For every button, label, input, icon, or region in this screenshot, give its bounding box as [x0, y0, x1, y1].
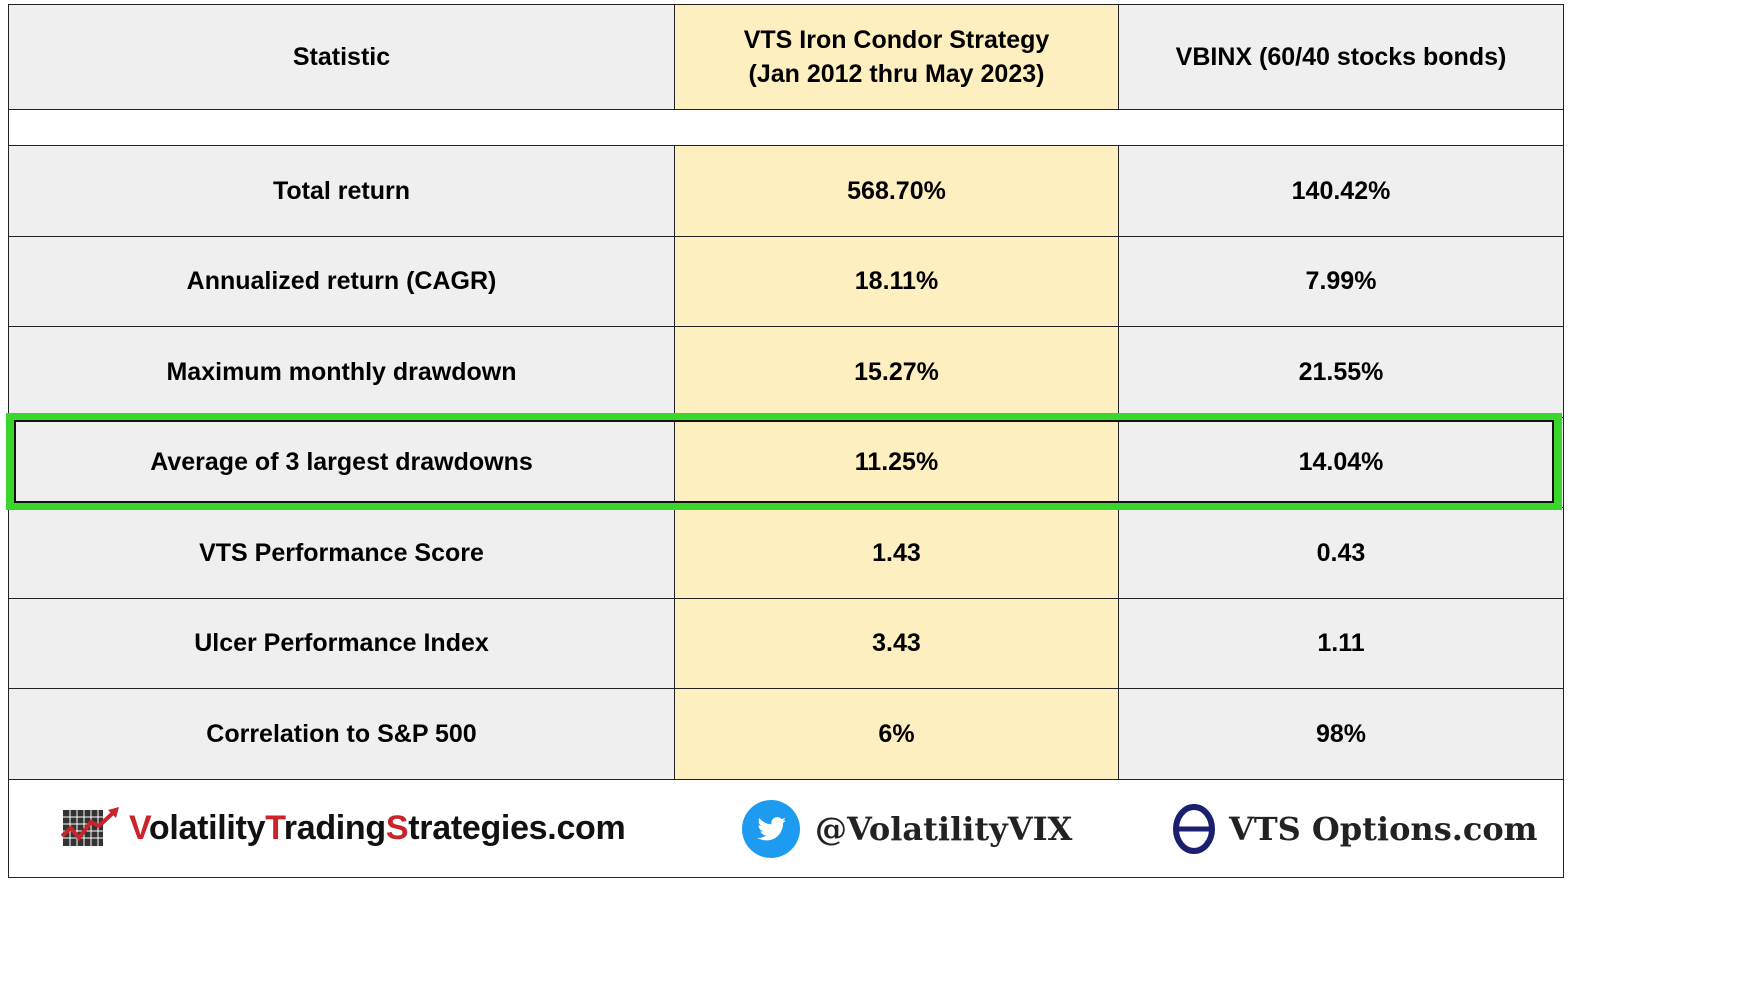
twitter-bird-icon: [742, 799, 800, 858]
row-avg-drawdowns-stat: Average of 3 largest drawdowns: [8, 417, 675, 508]
row-ulcer-index-stat: Ulcer Performance Index: [8, 598, 675, 689]
header-statistic: Statistic: [8, 4, 675, 110]
chart-trend-icon: [61, 806, 119, 846]
vts-options-link[interactable]: VTS Options.com: [1171, 780, 1538, 877]
header-vts: VTS Iron Condor Strategy (Jan 2012 thru …: [674, 4, 1119, 110]
row-max-drawdown-stat: Maximum monthly drawdown: [8, 326, 675, 418]
row-total-return-vts: 568.70%: [674, 145, 1119, 237]
comparison-table: Statistic VTS Iron Condor Strategy (Jan …: [6, 4, 1564, 878]
twitter-handle: @VolatilityVIX: [815, 809, 1073, 848]
row-performance-score-stat: VTS Performance Score: [8, 507, 675, 599]
row-cagr-vts: 18.11%: [674, 236, 1119, 327]
row-max-drawdown-vbinx: 21.55%: [1118, 326, 1564, 418]
row-performance-score-vbinx: 0.43: [1118, 507, 1564, 599]
row-cagr-stat: Annualized return (CAGR): [8, 236, 675, 327]
row-total-return-vbinx: 140.42%: [1118, 145, 1564, 237]
row-correlation-vbinx: 98%: [1118, 688, 1564, 780]
row-ulcer-index-vts: 3.43: [674, 598, 1119, 689]
row-correlation-vts: 6%: [674, 688, 1119, 780]
twitter-link[interactable]: @VolatilityVIX: [741, 780, 1072, 877]
row-ulcer-index-vbinx: 1.11: [1118, 598, 1564, 689]
row-total-return-stat: Total return: [8, 145, 675, 237]
vts-options-text: VTS Options.com: [1229, 809, 1538, 848]
header-vts-line2: (Jan 2012 thru May 2023): [748, 60, 1045, 88]
spacer-row: [8, 109, 1564, 146]
row-max-drawdown-vts: 15.27%: [674, 326, 1119, 418]
row-cagr-vbinx: 7.99%: [1118, 236, 1564, 327]
row-avg-drawdowns-vbinx: 14.04%: [1118, 417, 1564, 508]
row-performance-score-vts: 1.43: [674, 507, 1119, 599]
vts-site-text: VolatilityTradingStrategies.com: [129, 809, 626, 847]
header-vbinx-label: VBINX (60/40 stocks bonds): [1175, 42, 1507, 71]
header-statistic-label: Statistic: [292, 42, 391, 71]
row-avg-drawdowns-vts: 11.25%: [674, 417, 1119, 508]
vts-site-logo[interactable]: VolatilityTradingStrategies.com: [61, 780, 626, 877]
header-vts-line1: VTS Iron Condor Strategy: [743, 25, 1050, 54]
header-vbinx: VBINX (60/40 stocks bonds): [1118, 4, 1564, 110]
footer-brand-bar: VolatilityTradingStrategies.com @Volatil…: [8, 779, 1564, 878]
theta-icon: [1173, 803, 1215, 854]
row-correlation-stat: Correlation to S&P 500: [8, 688, 675, 780]
